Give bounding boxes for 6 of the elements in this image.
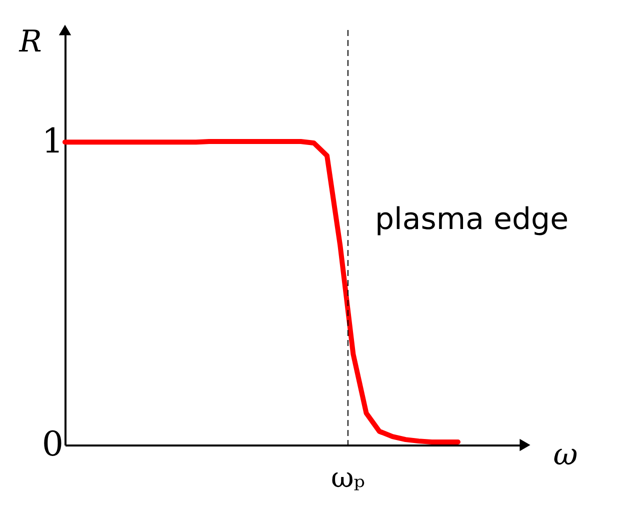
annotation: plasma edge <box>375 202 569 237</box>
y-tick-label: 1 <box>42 122 64 162</box>
text: ωₚ <box>330 461 365 494</box>
y-tick-label: 0 <box>42 424 64 464</box>
y-axis-title: R <box>18 24 42 60</box>
x-axis-title: ω <box>553 438 578 472</box>
